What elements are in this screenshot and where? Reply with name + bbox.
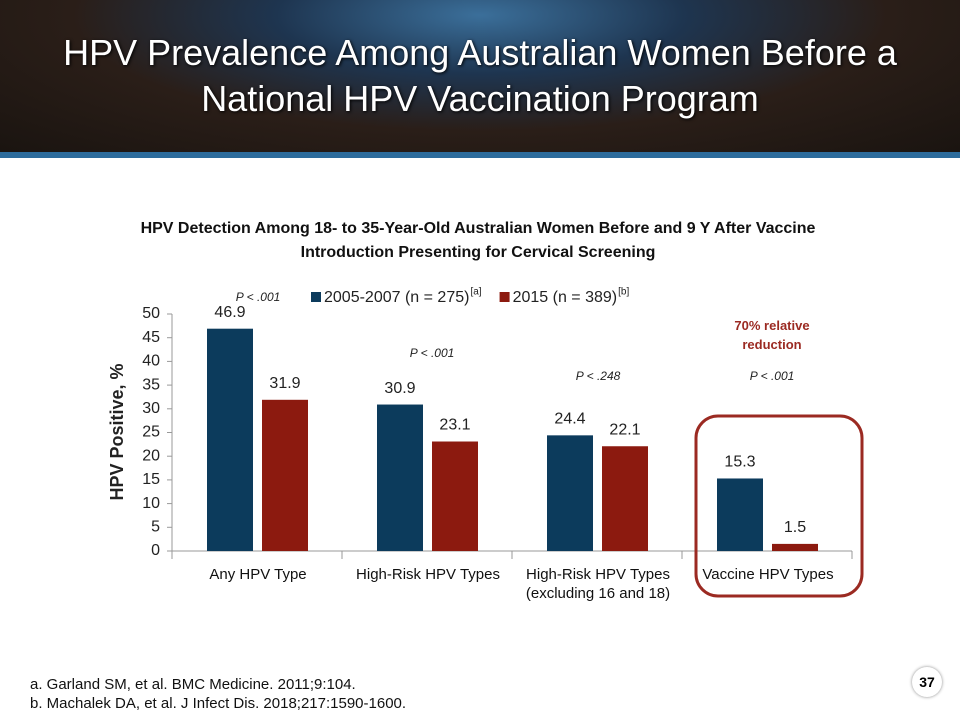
x-tick-label: High-Risk HPV Types xyxy=(356,566,500,583)
chart-title: HPV Detection Among 18- to 35-Year-Old A… xyxy=(140,220,816,261)
highlight-note: 70% relative reduction xyxy=(734,318,810,352)
x-tick-label: High-Risk HPV Types (excluding 16 and 18… xyxy=(525,566,671,602)
header-image xyxy=(0,0,960,152)
bar xyxy=(377,404,423,551)
y-tick-label: 15 xyxy=(142,471,160,488)
legend-swatch xyxy=(499,292,510,302)
value-label: 31.9 xyxy=(269,375,300,392)
value-label: 15.3 xyxy=(724,454,755,471)
value-label: 1.5 xyxy=(784,519,806,536)
value-label: 24.4 xyxy=(554,411,585,428)
y-axis-label: HPV Positive, % xyxy=(107,363,127,500)
header-stripe xyxy=(0,152,960,158)
p-value: P < .248 xyxy=(576,369,621,383)
bar xyxy=(207,328,253,551)
bar xyxy=(432,441,478,551)
value-label: 23.1 xyxy=(439,417,470,434)
y-tick-label: 25 xyxy=(142,424,160,441)
slide-title: HPV Prevalence Among Australian Women Be… xyxy=(63,32,897,119)
legend-label: 2005-2007 (n = 275) xyxy=(324,289,469,306)
bar xyxy=(547,435,593,551)
legend-label: 2015 (n = 389) xyxy=(513,289,618,306)
bar xyxy=(717,478,763,551)
bar xyxy=(772,543,818,551)
legend-swatch xyxy=(311,292,321,302)
p-value: P < .001 xyxy=(410,346,455,360)
y-tick-label: 40 xyxy=(142,353,160,370)
p-value: P < .001 xyxy=(236,290,281,304)
legend-superscript: [b] xyxy=(618,287,629,298)
y-tick-label: 50 xyxy=(142,305,160,322)
y-tick-label: 5 xyxy=(151,519,160,536)
y-tick-label: 20 xyxy=(142,447,160,464)
x-tick-label: Vaccine HPV Types xyxy=(702,566,834,583)
p-value: P < .001 xyxy=(750,369,795,383)
page-number: 37 xyxy=(912,667,942,697)
footnote: a. Garland SM, et al. BMC Medicine. 2011… xyxy=(30,676,356,693)
highlight-box xyxy=(694,414,864,598)
value-label: 30.9 xyxy=(384,380,415,397)
footnote: b. Machalek DA, et al. J Infect Dis. 201… xyxy=(30,695,407,712)
x-tick-label: Any HPV Type xyxy=(209,566,307,583)
y-tick-label: 0 xyxy=(151,542,160,559)
legend-superscript: [a] xyxy=(470,287,481,298)
bar xyxy=(602,446,648,551)
y-tick-label: 10 xyxy=(142,495,160,512)
bar xyxy=(262,399,308,551)
value-label: 46.9 xyxy=(214,304,245,321)
y-tick-label: 30 xyxy=(142,400,160,417)
y-tick-label: 35 xyxy=(142,376,160,393)
value-label: 22.1 xyxy=(609,421,640,438)
y-tick-label: 45 xyxy=(142,329,160,346)
